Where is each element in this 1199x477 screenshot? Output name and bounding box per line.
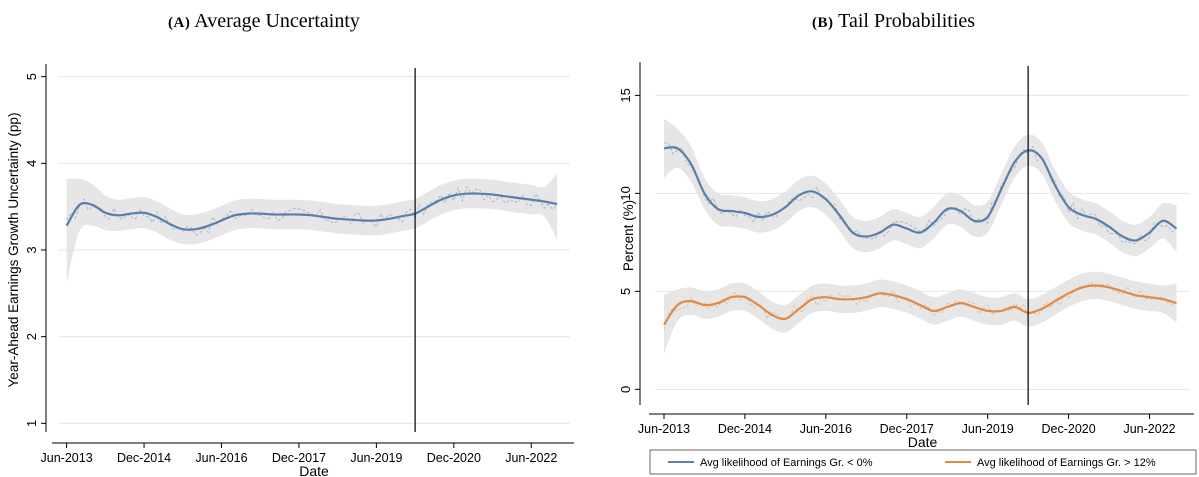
chart-average-uncertainty: 1 2 3 4 5 Jun-2013 Dec-2014 Jun-2016 Dec-2017 Jun…	[6, 64, 574, 477]
panel-a-y-axis-label: Year-Ahead Earnings Growth Uncertainty (…	[6, 113, 21, 388]
panel-b-series-1-raw-line	[663, 142, 1177, 245]
panel-b-series-2-confidence-band	[664, 271, 1177, 355]
panel-b-title-text: Tail Probabilities	[838, 10, 976, 32]
panel-a-y-tick-label: 1	[24, 420, 39, 427]
panel-a-y-tick-label: 5	[24, 73, 39, 80]
panel-a-x-tick-label: Dec-2020	[427, 451, 481, 465]
panel-a-series-1-fit-line	[65, 192, 558, 231]
panel-b-series-1-fit-line	[663, 146, 1178, 242]
panel-a-x-tick-label: Jun-2022	[505, 451, 557, 465]
panel-b-series-2-fit-line	[663, 284, 1177, 326]
panel-b-x-tick-label: Jun-2013	[638, 422, 690, 436]
panel-a-y-tick-label: 4	[24, 160, 39, 167]
panel-b-x-tick-label: Jun-2019	[962, 422, 1014, 436]
panel-b-legend-label: Avg likelihood of Earnings Gr. < 0%	[700, 457, 873, 469]
panel-a-series-1-raw-line	[66, 185, 558, 236]
panel-b-x-tick-label: Jun-2016	[800, 422, 852, 436]
panel-a-x-tick-label: Dec-2014	[117, 451, 171, 465]
panel-b-y-axis-label: Percent (%)	[621, 200, 636, 271]
panel-a-y-tick-label: 3	[24, 246, 39, 253]
panel-b-legend-box	[649, 449, 1197, 475]
panel-a-title-text: Average Uncertainty	[194, 10, 360, 32]
panel-a-x-tick-label: Jun-2013	[41, 451, 93, 465]
panel-b-x-tick-label: Dec-2020	[1042, 422, 1096, 436]
panel-b-x-tick-label: Dec-2014	[718, 422, 772, 436]
panel-a-x-tick-label: Jun-2016	[195, 451, 247, 465]
panel-b-y-tick-label: 10	[618, 186, 633, 200]
panel-b-y-tick-label: 15	[618, 88, 633, 102]
panel-a-y-tick-label: 2	[24, 333, 39, 340]
panel-b-series-1-confidence-band	[664, 118, 1177, 257]
panel-a-x-tick-label: Jun-2019	[350, 451, 402, 465]
panel-b-series-2-raw-line	[663, 280, 1177, 330]
panel-b-y-tick-label: 0	[618, 386, 633, 393]
panel-a-title: (A) Average Uncertainty	[168, 10, 360, 33]
panel-b-legend-label: Avg likelihood of Earnings Gr. > 12%	[977, 457, 1156, 469]
panel-b-y-tick-label: 5	[618, 288, 633, 295]
panel-b-label: (B)	[812, 15, 834, 31]
panel-a-x-tick-label: Dec-2017	[272, 451, 326, 465]
panel-b-x-tick-label: Dec-2017	[880, 422, 934, 436]
panel-a-x-axis-label: Date	[299, 463, 329, 477]
panel-a-label: (A)	[168, 15, 191, 31]
panel-b-x-tick-label: Jun-2022	[1123, 422, 1175, 436]
panel-b-title: (B) Tail Probabilities	[812, 10, 975, 33]
panel-b-x-axis-label: Date	[908, 434, 938, 450]
